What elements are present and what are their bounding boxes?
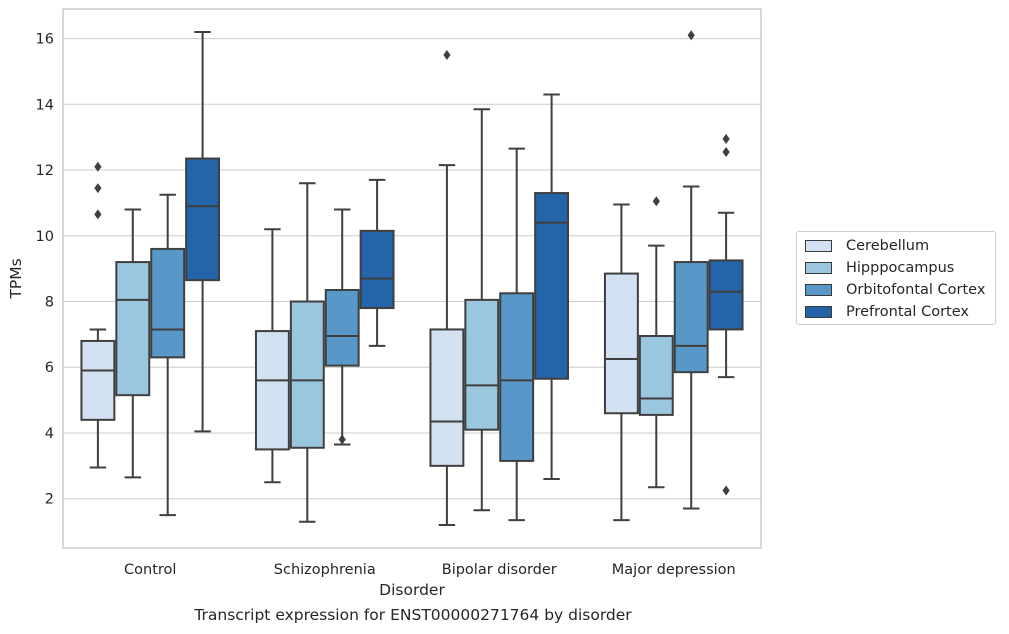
box-cerebellum-major-depression [603,203,639,522]
box-groups [80,30,744,526]
box-prefrontal-cortex-control [185,31,221,433]
box-hipppocampus-schizophrenia [289,182,325,523]
legend-label-cerebellum: Cerebellum [846,238,930,254]
outlier-point [722,146,730,157]
y-tick-label-8: 8 [45,295,54,311]
box-cerebellum-bipolar-disorder [429,50,465,526]
legend-label-prefrontal-cortex: Prefrontal Cortex [846,304,969,320]
outlier-point [94,161,102,172]
box-body [359,229,395,310]
x-tick-label-major-depression: Major depression [612,562,736,578]
box-body [464,298,500,431]
box-body [534,192,570,380]
box-body [254,330,290,451]
legend: Cerebellum Hipppocampus Orbitofontal Cor… [796,231,996,325]
box-body [429,328,465,467]
box-body [289,300,325,449]
box-hipppocampus-bipolar-disorder [464,108,500,512]
legend-item-hipppocampus: Hipppocampus [805,257,954,279]
box-cerebellum-control [80,161,116,469]
box-cerebellum-schizophrenia [254,228,290,484]
outlier-point [687,30,695,41]
y-tick-label-2: 2 [45,492,54,508]
box-body [499,292,535,462]
box-orbitofontal-cortex-schizophrenia [324,208,360,446]
outlier-point [652,196,660,207]
y-axis-label: TPMs [7,258,25,299]
y-tick-label-16: 16 [36,32,54,48]
box-body [603,272,639,415]
x-tick-label-control: Control [124,562,176,578]
legend-item-prefrontal-cortex: Prefrontal Cortex [805,301,969,323]
box-body [115,261,151,397]
box-body [673,261,709,374]
box-body [708,259,744,331]
outlier-point [722,485,730,496]
legend-swatch-prefrontal-cortex [805,306,832,318]
legend-swatch-cerebellum [805,240,832,252]
outlier-point [722,133,730,144]
box-prefrontal-cortex-major-depression [708,133,744,496]
plot-frame [62,8,762,549]
box-body [80,339,116,421]
legend-item-orbitofontal-cortex: Orbitofontal Cortex [805,279,985,301]
box-hipppocampus-major-depression [638,196,674,489]
box-body [185,157,221,282]
y-tick-label-12: 12 [36,163,54,179]
y-tick-label-14: 14 [36,97,54,113]
box-hipppocampus-control [115,208,151,479]
box-prefrontal-cortex-bipolar-disorder [534,93,570,480]
outlier-point [94,183,102,194]
box-body [324,289,360,367]
outlier-point [443,50,451,61]
box-orbitofontal-cortex-control [150,193,186,517]
figure-caption: Transcript expression for ENST0000027176… [194,606,632,624]
box-body [150,247,186,359]
legend-label-hipppocampus: Hipppocampus [846,260,955,276]
box-orbitofontal-cortex-major-depression [673,30,709,510]
x-tick-label-schizophrenia: Schizophrenia [274,562,376,578]
legend-swatch-orbitofontal-cortex [805,284,832,296]
y-tick-label-6: 6 [45,360,54,376]
x-tick-label-bipolar-disorder: Bipolar disorder [442,562,557,578]
x-axis-label: Disorder [379,581,445,599]
outlier-point [338,434,346,445]
legend-item-cerebellum: Cerebellum [805,235,929,257]
axes: 2 4 6 8 10 12 14 16 Control Schizophrenia Bipolar … [7,32,736,599]
box-prefrontal-cortex-schizophrenia [359,178,395,347]
legend-label-orbitofontal-cortex: Orbitofontal Cortex [846,282,986,298]
box-orbitofontal-cortex-bipolar-disorder [499,147,535,522]
outlier-point [94,209,102,220]
y-tick-label-4: 4 [45,426,54,442]
y-tick-label-10: 10 [36,229,54,245]
box-body [638,335,674,416]
legend-swatch-hipppocampus [805,262,832,274]
